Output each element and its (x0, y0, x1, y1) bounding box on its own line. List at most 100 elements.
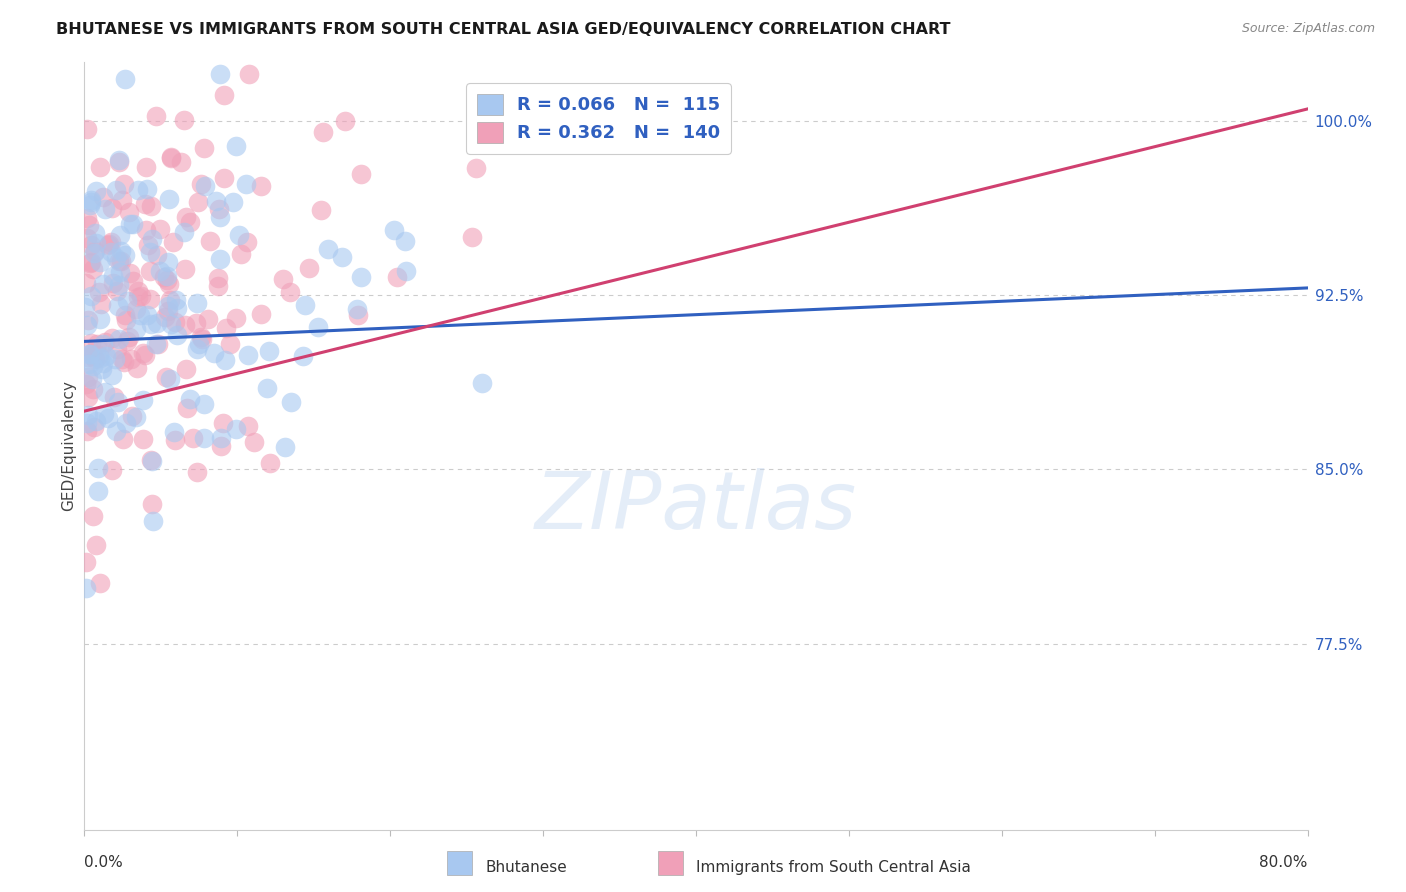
Point (135, 308, 157, 322)
Point (139, 264, 162, 278)
Point (79, 256, 101, 270)
Point (157, 299, 180, 313)
Point (100, 235, 122, 250)
Point (236, 419, 259, 434)
Point (104, 183, 127, 197)
Point (89, 285, 111, 299)
Point (125, 360, 148, 375)
Point (79, 238, 101, 252)
Text: 0.0%: 0.0% (84, 855, 124, 870)
Point (273, 440, 295, 454)
Point (117, 293, 139, 308)
Point (76, 121, 98, 136)
Point (173, 318, 195, 332)
Point (162, 235, 184, 250)
Point (156, 304, 179, 318)
Point (184, 316, 207, 330)
Point (104, 251, 127, 265)
Point (160, 151, 183, 165)
Point (76, 211, 98, 225)
Point (259, 456, 281, 470)
Point (87, 461, 110, 475)
Point (394, 234, 416, 248)
Point (76, 408, 98, 422)
Point (461, 229, 484, 244)
Text: Source: ZipAtlas.com: Source: ZipAtlas.com (1241, 22, 1375, 36)
Point (107, 153, 129, 168)
Point (125, 302, 148, 317)
Point (80, 345, 103, 359)
Point (84, 235, 107, 250)
Point (209, 439, 232, 453)
Point (141, 454, 163, 468)
Point (129, 289, 152, 303)
Point (77, 219, 100, 233)
Point (222, 194, 245, 209)
Point (121, 352, 143, 367)
Point (333, 113, 356, 128)
Point (200, 234, 222, 248)
Point (157, 192, 180, 206)
Point (387, 270, 409, 285)
Point (173, 113, 195, 128)
Point (163, 425, 186, 440)
Point (90, 362, 112, 376)
Point (225, 310, 247, 325)
Point (136, 182, 159, 196)
Point (179, 215, 201, 229)
Point (107, 395, 129, 409)
Point (218, 336, 240, 351)
Point (312, 125, 335, 139)
Point (82, 359, 104, 374)
Point (211, 416, 233, 430)
Point (86, 337, 108, 351)
Point (101, 331, 124, 345)
Point (103, 268, 125, 283)
Point (298, 260, 321, 275)
Point (101, 463, 124, 477)
Point (193, 432, 215, 446)
Text: Bhutanese: Bhutanese (485, 860, 567, 874)
Point (122, 274, 145, 288)
Point (146, 316, 169, 330)
Point (124, 321, 146, 335)
Point (135, 161, 157, 175)
Point (90, 297, 112, 311)
Point (465, 161, 488, 175)
Point (89, 351, 111, 366)
Point (311, 202, 333, 217)
Point (194, 179, 217, 194)
Point (229, 247, 252, 261)
Point (148, 222, 170, 236)
Point (80, 195, 103, 210)
Point (110, 265, 132, 279)
Point (110, 227, 132, 242)
Point (91, 356, 114, 370)
Point (93, 202, 115, 216)
Point (139, 199, 162, 213)
Point (75, 276, 97, 290)
Point (136, 237, 159, 252)
Point (107, 278, 129, 293)
Point (157, 277, 180, 291)
Point (73, 300, 96, 314)
Point (115, 416, 138, 430)
Point (107, 299, 129, 313)
Point (105, 342, 128, 356)
Point (84, 537, 107, 551)
Point (82, 349, 104, 363)
Point (79, 289, 101, 303)
Point (91, 337, 114, 351)
Point (208, 210, 231, 224)
Point (209, 252, 232, 266)
Point (207, 278, 229, 293)
Point (156, 269, 179, 284)
Point (75, 377, 97, 392)
Point (166, 301, 188, 315)
Point (191, 332, 214, 346)
Point (160, 318, 183, 332)
Point (75, 555, 97, 569)
Text: Immigrants from South Central Asia: Immigrants from South Central Asia (696, 860, 972, 874)
Point (84, 414, 107, 428)
Point (87, 348, 110, 362)
